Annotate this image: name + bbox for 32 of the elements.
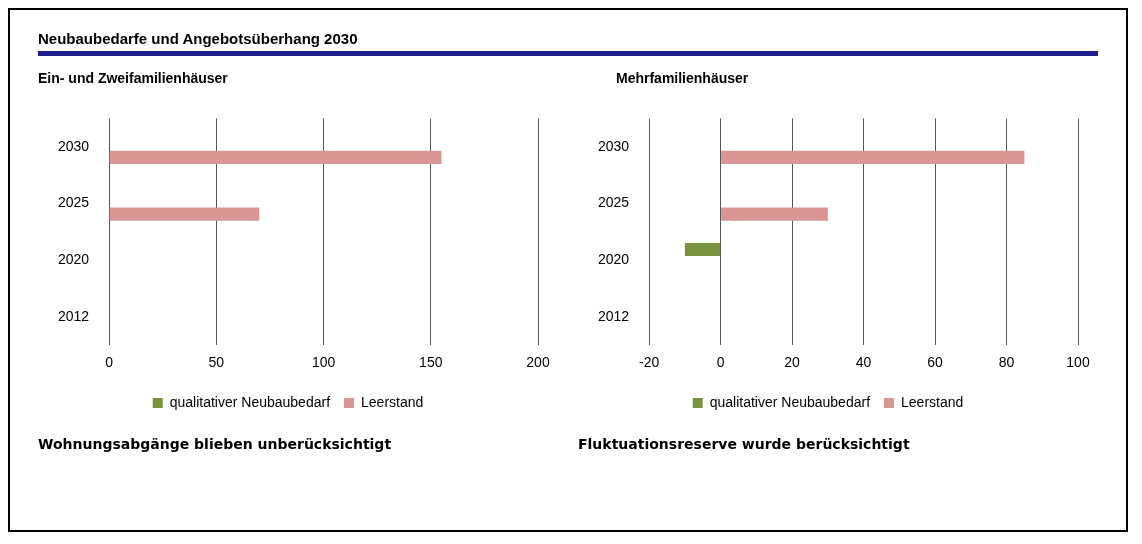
y-tick-label: 2012 [57,307,90,324]
chart-subtitle: Ein- und Zweifamilienhäuser [38,70,229,86]
y-tick-label: 2012 [597,307,630,324]
x-tick-label: 150 [419,354,443,371]
y-tick-label: 2020 [57,251,90,268]
text: Fluktuationsreserve wurde berücksichtigt [578,436,911,452]
x-tick-label: 100 [1066,354,1090,371]
y-tick-label: 2025 [597,194,630,211]
legend-label: Leerstand [361,393,424,410]
bar [721,207,828,221]
legend-label: qualitativer Neubaubedarf [169,393,331,410]
x-tick-label: 50 [208,354,225,371]
x-tick-label: 60 [927,354,944,371]
x-tick-label: 100 [311,354,336,371]
x-tick-label: 80 [998,354,1015,371]
legend-label: Leerstand [901,393,964,410]
legend-label: qualitativer Neubaubedarf [709,393,871,410]
y-tick-label: 2020 [597,251,630,268]
x-tick-label: 0 [716,354,725,371]
chart-title: Neubaubedarfe und Angebotsüberhang 2030 [38,30,1098,56]
x-tick-label: -20 [639,354,660,371]
text: Wohnungsabgänge blieben unberücksichtigt [38,436,393,452]
x-tick-label: 0 [105,354,114,371]
x-tick-label: 20 [784,354,801,371]
y-tick-label: 2025 [57,194,90,211]
x-tick-label: 40 [855,354,872,371]
bar [721,150,1025,164]
bar [684,242,721,257]
x-tick-label: 200 [526,354,550,371]
y-tick-label: 2030 [597,137,630,154]
y-tick-label: 2030 [57,137,90,154]
chart-title: Mehrfamilienhäuser [615,70,750,86]
